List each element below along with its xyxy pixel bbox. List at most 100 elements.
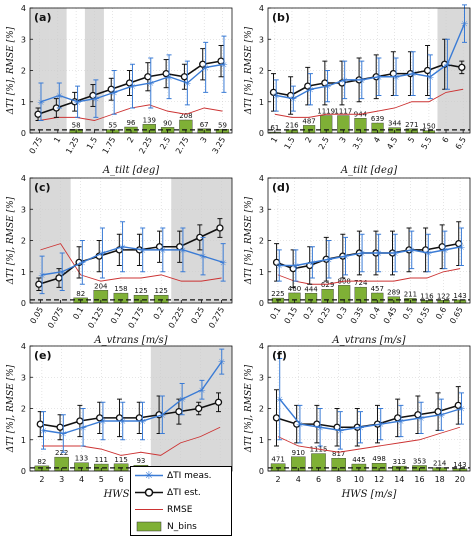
meas-point: ✳ <box>444 61 452 71</box>
ytick-label: 1 <box>21 268 26 277</box>
ytick-label: 3 <box>259 35 264 44</box>
xtick-label: 16 <box>414 475 424 484</box>
nbins-label: 115 <box>114 456 127 464</box>
xtick-label: 6 <box>119 475 124 484</box>
nbins-label: 82 <box>37 458 46 466</box>
nbins-label: 122 <box>437 292 450 300</box>
meas-point: ✳ <box>276 396 284 406</box>
nbins-label: 1119 <box>317 108 335 116</box>
xtick-label: 1.75 <box>101 136 118 156</box>
nbins-label: 204 <box>94 282 108 290</box>
ytick-label: 4 <box>259 174 264 183</box>
nbins-label: 445 <box>352 456 365 464</box>
meas-point: ✳ <box>358 250 366 260</box>
ytick-label: 3 <box>259 205 264 214</box>
xtick-label: 5 <box>99 475 104 484</box>
xtick-label: 0.75 <box>28 136 45 156</box>
nbins-label: 208 <box>179 112 192 120</box>
meas-point: ✳ <box>272 92 280 102</box>
meas-point: ✳ <box>179 246 187 256</box>
nbins-label: 1117 <box>334 108 352 116</box>
xtick-label: 1 <box>269 136 279 145</box>
nbins-label: 460 <box>288 285 301 293</box>
meas-point: ✳ <box>147 80 155 90</box>
nbins-label: 143 <box>453 292 466 300</box>
meas-point: ✳ <box>342 253 350 263</box>
xtick-label: 20 <box>455 475 465 484</box>
xtick-label: 3 <box>338 136 348 145</box>
meas-point: ✳ <box>79 424 87 434</box>
nbins-label: 498 <box>372 455 385 463</box>
rmse-line <box>40 243 222 282</box>
xtick-label: 3 <box>59 475 64 484</box>
legend-label-rmse: RMSE <box>167 504 193 515</box>
panel-label: (f) <box>272 349 287 362</box>
nbins-label: 817 <box>332 450 345 458</box>
nbins-label: 133 <box>75 455 88 463</box>
ytick-label: 1 <box>21 98 26 107</box>
legend: ✳ ΔTI meas. ΔTI est. RMSE N_bins <box>130 466 232 536</box>
xtick-label: 0.05 <box>28 306 45 326</box>
meas-point: ✳ <box>316 424 324 434</box>
meas-point: ✳ <box>375 73 383 83</box>
legend-label-est: ΔTI est. <box>167 487 201 498</box>
nbins-label: 225 <box>271 290 284 298</box>
y-axis-label: ΔTI [%], RMSE [%] <box>6 26 16 115</box>
nbins-label: 629 <box>321 281 334 289</box>
meas-point: ✳ <box>358 76 366 86</box>
meas-point: ✳ <box>290 95 298 105</box>
meas-point: ✳ <box>325 256 333 266</box>
meas-point: ✳ <box>198 386 206 396</box>
xtick-label: 4.5 <box>385 136 399 152</box>
legend-item-bins: N_bins <box>131 518 231 535</box>
ytick-label: 3 <box>21 373 26 382</box>
legend-item-meas: ✳ ΔTI meas. <box>131 467 231 484</box>
meas-point: ✳ <box>441 246 449 256</box>
x-axis-label: A_tilt [deg] <box>340 165 397 176</box>
meas-point: ✳ <box>165 73 173 83</box>
xtick-label: 6 <box>316 475 321 484</box>
y-axis-label: ΔTI [%], RMSE [%] <box>244 26 254 115</box>
nbins-label: 487 <box>302 117 315 125</box>
meas-point: ✳ <box>60 430 68 440</box>
xtick-label: 18 <box>435 475 445 484</box>
meas-point: ✳ <box>458 405 466 415</box>
meas-line <box>43 361 223 435</box>
meas-point: ✳ <box>292 262 300 272</box>
ytick-label: 1 <box>259 436 264 445</box>
xtick-label: 14 <box>394 475 404 484</box>
meas-line <box>279 246 462 267</box>
meas-point: ✳ <box>56 92 64 102</box>
nbins-label: 93 <box>136 457 145 465</box>
rmse-line <box>274 88 464 118</box>
meas-point: ✳ <box>391 250 399 260</box>
xtick-label: 2 <box>276 475 281 484</box>
meas-point: ✳ <box>37 98 45 108</box>
nbins-label: 289 <box>387 289 400 297</box>
nbins-label: 139 <box>143 116 156 124</box>
meas-point: ✳ <box>139 246 147 256</box>
ytick-label: 2 <box>21 237 26 246</box>
legend-item-rmse: RMSE <box>131 501 231 518</box>
meas-point: ✳ <box>377 421 385 431</box>
ytick-label: 0 <box>21 129 26 138</box>
xtick-label: 2.5 <box>317 136 331 152</box>
meas-line <box>276 23 466 100</box>
panel-label: (d) <box>272 181 290 194</box>
ytick-label: 4 <box>21 4 26 13</box>
xtick-label: 1.5 <box>283 136 297 152</box>
ytick-label: 2 <box>21 67 26 76</box>
legend-item-est: ΔTI est. <box>131 484 231 501</box>
nbins-label: 353 <box>413 457 426 465</box>
nbins-label: 216 <box>285 122 299 130</box>
meas-point: ✳ <box>309 259 317 269</box>
nbins-label: 61 <box>270 124 279 132</box>
meas-point: ✳ <box>99 418 107 428</box>
meas-point: ✳ <box>337 427 345 437</box>
meas-point: ✳ <box>40 427 48 437</box>
meas-point: ✳ <box>307 86 315 96</box>
panel-c: 82 204 158 125 125 ✳ ✳ ✳ ✳ ✳ ✳ ✳ ✳ ✳ ✳ 0 1 2 3 4 0.05 0.075 0.… <box>6 174 233 346</box>
